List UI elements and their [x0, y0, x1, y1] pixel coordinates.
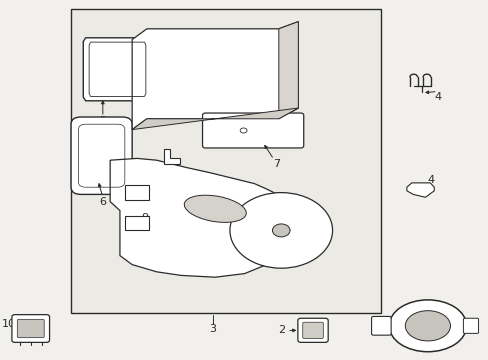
FancyBboxPatch shape: [463, 318, 478, 333]
Ellipse shape: [184, 195, 246, 222]
FancyBboxPatch shape: [71, 9, 381, 313]
Text: 2: 2: [277, 325, 284, 336]
Text: 4: 4: [427, 175, 434, 185]
FancyBboxPatch shape: [17, 319, 44, 338]
Polygon shape: [278, 22, 298, 119]
Polygon shape: [163, 149, 179, 164]
FancyBboxPatch shape: [297, 318, 327, 342]
Ellipse shape: [405, 311, 449, 341]
Polygon shape: [110, 158, 293, 277]
FancyBboxPatch shape: [302, 322, 323, 338]
Text: 5: 5: [99, 116, 106, 126]
FancyBboxPatch shape: [202, 113, 303, 148]
Polygon shape: [132, 22, 298, 130]
Polygon shape: [132, 108, 298, 130]
FancyBboxPatch shape: [371, 316, 390, 335]
FancyBboxPatch shape: [71, 117, 132, 194]
Circle shape: [229, 193, 332, 268]
Text: 10: 10: [2, 319, 16, 329]
Text: 9: 9: [141, 213, 148, 223]
Text: 6: 6: [99, 197, 106, 207]
Text: 1: 1: [468, 321, 474, 331]
Polygon shape: [83, 38, 151, 101]
Text: 7: 7: [272, 159, 279, 169]
Ellipse shape: [388, 300, 466, 352]
Text: 3: 3: [209, 324, 216, 334]
Text: 4: 4: [433, 92, 440, 102]
FancyBboxPatch shape: [12, 315, 49, 342]
Circle shape: [272, 224, 289, 237]
Polygon shape: [124, 185, 149, 200]
Text: 8: 8: [170, 175, 177, 185]
Polygon shape: [124, 216, 149, 230]
Polygon shape: [406, 183, 433, 197]
